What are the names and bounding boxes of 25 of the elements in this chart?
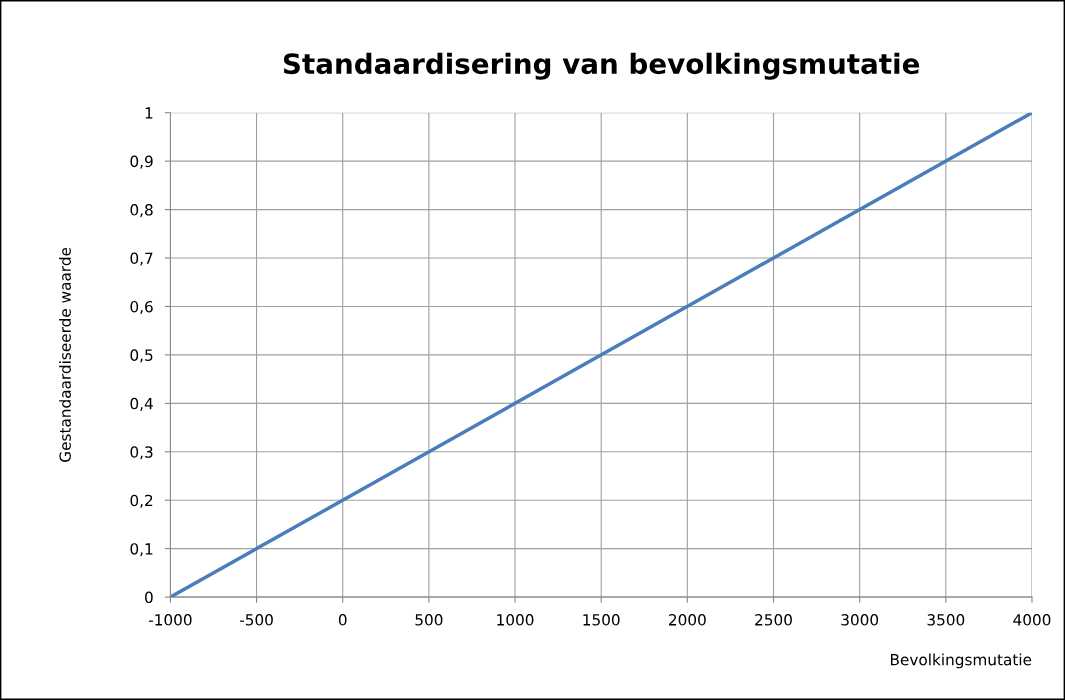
y-tick-label: 0,2 bbox=[130, 494, 153, 508]
y-tick-label: 1 bbox=[145, 107, 153, 119]
y-tick-label: 0 bbox=[145, 591, 153, 604]
y-tick-label: 0,8 bbox=[130, 204, 153, 218]
y-tick-label: 0,6 bbox=[130, 300, 153, 315]
x-tick-label: 3000 bbox=[841, 614, 879, 626]
y-tick-label: 0,1 bbox=[130, 543, 153, 557]
x-tick-label: 0 bbox=[338, 614, 347, 626]
y-tick-label: 0,4 bbox=[130, 397, 153, 411]
x-tick-label: 3500 bbox=[927, 614, 965, 626]
x-tick-label: 500 bbox=[415, 614, 443, 626]
chart-title: Standaardisering van bevolkingsmutatie bbox=[283, 52, 920, 80]
y-tick-label: 0,9 bbox=[130, 155, 153, 169]
x-tick-label: -1000 bbox=[148, 614, 192, 626]
y-tick-label: 0,5 bbox=[130, 349, 153, 363]
x-tick-label: -500 bbox=[239, 614, 273, 626]
x-tick-label: 2000 bbox=[669, 614, 706, 626]
x-axis-title: Bevolkingsmutatie bbox=[890, 653, 1032, 669]
x-tick-label: 1500 bbox=[583, 614, 620, 626]
x-tick-label: 2500 bbox=[755, 614, 792, 626]
x-tick-label: 1000 bbox=[497, 614, 534, 626]
y-axis-title: Gestandaardiseerde waarde bbox=[59, 247, 71, 462]
x-tick-label: 4000 bbox=[1013, 614, 1051, 626]
y-tick-label: 0,3 bbox=[130, 446, 153, 460]
y-tick-label: 0,7 bbox=[130, 252, 153, 266]
